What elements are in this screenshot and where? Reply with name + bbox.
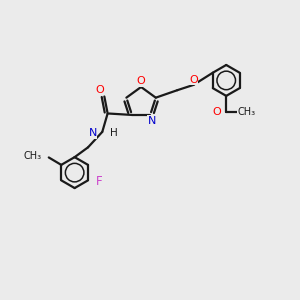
Text: O: O (189, 74, 198, 85)
Text: O: O (95, 85, 104, 95)
Text: N: N (88, 128, 97, 138)
Text: F: F (96, 175, 103, 188)
Text: O: O (137, 76, 146, 86)
Text: H: H (110, 128, 118, 138)
Text: O: O (212, 107, 221, 117)
Text: CH₃: CH₃ (238, 107, 256, 117)
Text: CH₃: CH₃ (23, 151, 41, 161)
Text: N: N (148, 116, 156, 126)
